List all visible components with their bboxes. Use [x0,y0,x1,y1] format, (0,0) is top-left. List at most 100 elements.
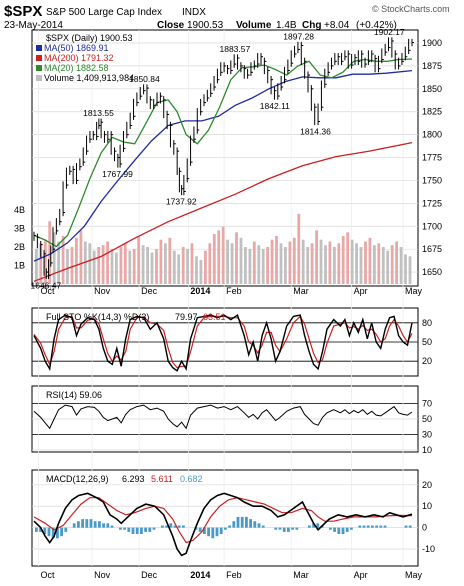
macd-histogram-bar [89,519,93,528]
volume-bar [226,239,229,284]
macd-tick-label: 10 [422,501,432,511]
macd-histogram-bar [43,527,47,534]
volume-tick-label: 2B [14,242,25,252]
macd-histogram-bar [173,525,177,528]
volume-bar [328,241,332,284]
volume-bar [408,256,412,284]
price-annotation: 1883.57 [220,44,251,54]
macd-histogram-bar [240,516,244,528]
volume-bar [164,243,167,284]
macd-x-label: Nov [94,570,111,580]
macd-histogram-bar [81,519,84,528]
price-legend-title: $SPX (Daily) 1900.53 [46,33,133,43]
price-panel [31,29,419,287]
volume-bar [128,250,132,284]
volume-bar [333,247,336,284]
macd-histogram-bar [211,527,215,539]
rsi-line [33,404,413,430]
macd-hist-value: 0.682 [180,474,203,484]
macd-histogram-bar [35,527,38,532]
sto-tick-label: 20 [422,356,432,366]
volume-bar [310,243,314,284]
volume-bar [235,232,238,284]
macd-histogram-bar [257,523,261,528]
volume-bar [172,250,176,284]
volume-bar [52,232,56,284]
macd-title: MACD(12,26,9) [46,474,109,484]
volume-bar [239,237,243,284]
volume-bar [70,247,74,284]
macd-histogram-bar [261,525,265,528]
macd-histogram-bar [232,521,236,528]
macd-histogram-bar [123,527,126,530]
macd-histogram-bar [169,523,173,528]
macd-histogram-bar [308,525,311,528]
macd-x-label: Apr [354,570,368,580]
price-tick-label: 1650 [422,267,442,277]
volume-bar [66,248,69,284]
volume-bar [292,237,296,284]
macd-histogram-bar [106,523,110,528]
macd-histogram-bar [408,525,412,528]
macd-histogram-bar [39,527,42,532]
copyright: © StockCharts.com [372,4,450,14]
macd-histogram-bar [379,525,383,528]
macd-histogram-bar [274,527,278,530]
rsi-tick-label: 30 [422,430,432,440]
price-x-label: Feb [226,286,242,296]
volume-label: Volume [236,20,272,31]
index-name: S&P 500 Large Cap Index [46,7,162,18]
rsi-tick-label: 50 [422,414,432,424]
axis-labels: 1650 1675 1700 1725 1750 1775 1800 1825 1850 1875… [14,27,442,580]
macd-histogram-bar [85,519,89,528]
symbol-title: $SPX [4,3,42,20]
price-tick-label: 1800 [422,130,442,140]
macd-histogram-bar [77,521,80,528]
volume-bar [137,236,141,284]
price-x-label: Nov [94,286,111,296]
macd-histogram-bar [148,527,152,532]
macd-histogram-bar [102,523,105,528]
macd-x-label: Dec [141,570,158,580]
macd-histogram-bar [278,527,282,530]
price-x-label: Oct [40,286,55,296]
legend-ma200: MA(200) 1791.32 [44,53,114,63]
macd-histogram-bar [51,527,55,539]
macd-histogram-bar [358,525,362,528]
price-tick-label: 1850 [422,84,442,94]
volume-bar [141,245,145,284]
price-annotation: 1850.84 [129,74,160,84]
volume-bar [123,243,127,284]
volume-bar [301,239,305,284]
macd-histogram-bar [295,527,299,530]
volume-bar [177,254,181,284]
macd-histogram-bar [375,525,378,528]
price-tick-label: 1675 [422,244,442,254]
volume-bar [252,241,256,284]
macd-histogram-bar [366,525,370,528]
macd-x-label: Feb [226,570,242,580]
macd-histogram-bar [131,527,135,534]
ma50-line [33,69,413,262]
macd-histogram-bar [371,525,374,528]
volume-bar [404,254,407,284]
volume-bar [35,248,38,284]
volume-bar [279,243,283,284]
macd-histogram-bar [135,527,139,534]
macd-x-label: May [405,570,423,580]
legend-swatch-ma20 [36,65,42,71]
close-label: Close [157,20,185,31]
sto-k-value: 79.97 [175,312,198,322]
volume-bar [350,239,354,284]
macd-histogram-bar [228,525,231,528]
volume-bar [208,243,212,284]
volume-value: 1.4B [276,20,297,31]
macd-histogram-bar [236,516,240,528]
price-annotation: 1902.17 [374,27,405,37]
macd-tick-label: -10 [422,544,435,554]
macd-histogram-bar [207,527,210,537]
macd-histogram-bar [215,527,219,537]
sto-title: Full STO %K(14,3) %D(3) [46,312,149,322]
macd-histogram-bar [350,527,353,530]
volume-bar [39,243,43,284]
